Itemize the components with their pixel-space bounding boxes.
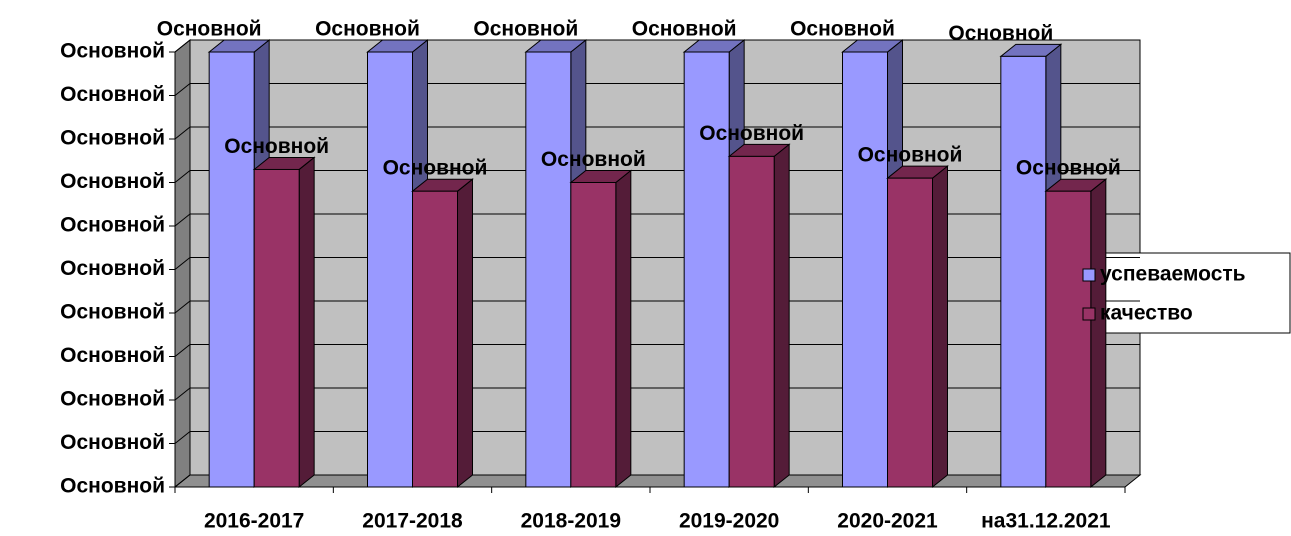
grid-line: [174, 474, 191, 488]
data-label: Основной: [858, 144, 963, 167]
legend-label: успеваемость: [1100, 263, 1246, 286]
data-label: Основной: [1016, 157, 1121, 180]
y-tick-label: Основной: [60, 257, 165, 280]
data-label: Основной: [383, 157, 488, 180]
bar-side: [773, 143, 790, 489]
data-label: Основной: [315, 18, 420, 41]
y-tick-label: Основной: [60, 388, 165, 411]
bar: [887, 177, 933, 488]
x-tick-label: на31.12.2021: [981, 510, 1111, 533]
legend-swatch: [1082, 268, 1096, 282]
y-tick-label: Основной: [60, 431, 165, 454]
data-label: Основной: [790, 18, 895, 41]
y-tick-label: Основной: [60, 170, 165, 193]
bar-side: [457, 178, 473, 489]
bar: [367, 51, 413, 488]
data-label: Основной: [541, 148, 646, 171]
x-tick-label: 2016-2017: [204, 510, 304, 533]
y-tick-label: Основной: [60, 40, 165, 63]
bar: [253, 168, 300, 488]
grid-line: [174, 83, 191, 96]
y-tick-label: Основной: [60, 83, 165, 106]
legend-label: качество: [1100, 302, 1193, 325]
bar: [412, 190, 458, 488]
x-tick-label: 2017-2018: [362, 510, 463, 533]
bar: [728, 155, 775, 488]
data-label: Основной: [948, 22, 1053, 45]
grid-line: [174, 213, 191, 227]
grid-line: [174, 126, 191, 140]
floor: [173, 474, 1142, 488]
y-tick-label: Основной: [60, 214, 165, 237]
bar-side: [1090, 178, 1107, 489]
bar: [208, 51, 255, 488]
grid-line: [174, 344, 191, 357]
data-label: Основной: [224, 135, 329, 158]
bar: [842, 51, 888, 488]
x-tick-label: 2019-2020: [679, 510, 779, 533]
y-tick-label: Основной: [60, 301, 165, 324]
bar-side: [615, 169, 632, 489]
grid-line: [174, 257, 191, 270]
bar-side: [298, 156, 315, 489]
grid-line: [174, 170, 191, 183]
bar: [525, 51, 572, 488]
y-tick-label: Основной: [60, 344, 165, 367]
y-tick-label: Основной: [60, 475, 165, 498]
data-label: Основной: [699, 122, 804, 145]
grid-line: [174, 39, 191, 53]
data-label: Основной: [157, 18, 262, 41]
grid-line: [174, 431, 191, 444]
x-tick-label: 2018-2019: [521, 510, 621, 533]
y-tick-label: Основной: [60, 127, 165, 150]
bar: [683, 51, 730, 488]
bar: [1000, 55, 1047, 488]
grid-line: [174, 300, 191, 314]
x-tick-label: 2020-2021: [837, 510, 938, 533]
bar: [570, 182, 617, 488]
bar: [1045, 190, 1092, 488]
grid-line: [174, 387, 191, 401]
data-label: Основной: [632, 18, 737, 41]
data-label: Основной: [473, 18, 578, 41]
legend-swatch: [1082, 307, 1096, 321]
bar-side: [932, 165, 948, 489]
